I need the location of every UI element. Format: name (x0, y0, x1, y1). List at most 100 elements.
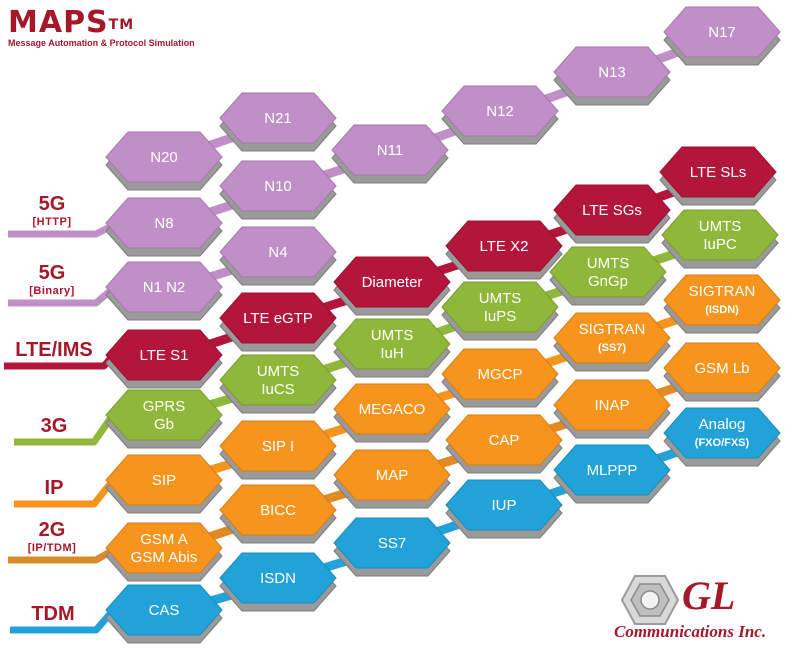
hexagon-label: Diameter (362, 274, 423, 291)
hexagon-label: N8 (154, 215, 173, 232)
hexagon-face (105, 584, 223, 636)
hexagon-label: GnGp (588, 273, 628, 290)
protocol-hexagon-n17[interactable]: N17 (663, 6, 781, 66)
protocol-hexagon-diameter[interactable]: Diameter (333, 256, 451, 316)
protocol-hexagon-n21[interactable]: N21 (219, 92, 337, 152)
brand-header: MAPSTM Message Automation & Protocol Sim… (8, 6, 195, 49)
row-label-text: TDM (31, 603, 75, 625)
protocol-hexagon-gsm-lb[interactable]: GSM Lb (663, 342, 781, 402)
hexagon-face (441, 85, 559, 137)
protocol-hexagon-lte-sls[interactable]: LTE SLs (659, 146, 777, 206)
protocol-hexagon-sigtran-isdn[interactable]: SIGTRAN (ISDN) (663, 274, 781, 334)
hexagon-label: IuCS (261, 381, 294, 398)
hexagon-label: UMTS (587, 255, 630, 272)
protocol-hexagon-mlppp[interactable]: MLPPP (553, 444, 671, 504)
protocol-hexagon-ss7[interactable]: SS7 (333, 517, 451, 577)
protocol-hexagon-analog[interactable]: Analog (FXO/FXS) (663, 407, 781, 467)
hexagon-label: LTE eGTP (243, 310, 313, 327)
row-sublabel-text: [Binary] (29, 285, 75, 297)
protocol-hexagon-iup[interactable]: IUP (445, 479, 563, 539)
protocol-hexagon-n10[interactable]: N10 (219, 160, 337, 220)
hexagon-face (105, 522, 223, 574)
hexagon-face (553, 46, 671, 98)
hexagon-label: N20 (150, 149, 178, 166)
protocol-hexagon-lte-x2[interactable]: LTE X2 (445, 220, 563, 280)
hexagon-label: Analog (699, 416, 746, 433)
hexagon-face (441, 281, 559, 333)
protocol-hexagon-cap[interactable]: CAP (445, 414, 563, 474)
hexagon-face (219, 160, 337, 212)
hexagon-face (445, 220, 563, 272)
row-label-text: 5G (38, 262, 66, 284)
hexagon-label: GSM Abis (131, 549, 198, 566)
protocol-hexagon-lte-egtp[interactable]: LTE eGTP (219, 292, 337, 352)
hexagon-label: SIP (152, 472, 176, 489)
hexagon-face (219, 226, 337, 278)
protocol-hexagon-n8[interactable]: N8 (105, 197, 223, 257)
protocol-hexagon-n20[interactable]: N20 (105, 131, 223, 191)
hexagon-face (553, 444, 671, 496)
hexagon-nut-icon (620, 575, 680, 625)
protocol-hexagon-lte-sgs[interactable]: LTE SGs (553, 184, 671, 244)
hexagon-label: SIP I (262, 438, 294, 455)
hexagon-face (659, 146, 777, 198)
hexagon-face (105, 261, 223, 313)
row-lead-line (10, 611, 113, 634)
row-sublabel-text: [IP/TDM] (27, 542, 77, 554)
hexagon-label: LTE S1 (140, 347, 189, 364)
logo-company-name: Communications Inc. (614, 622, 767, 641)
protocol-hexagon-sip-i[interactable]: SIP I (219, 420, 337, 480)
row-label-ip: IP (14, 478, 94, 498)
hexagon-face (661, 209, 779, 261)
hexagon-face (219, 354, 337, 406)
protocol-hexagon-sip[interactable]: SIP (105, 454, 223, 514)
protocol-hexagon-cas[interactable]: CAS (105, 584, 223, 644)
protocol-hexagon-lte-s1[interactable]: LTE S1 (105, 329, 223, 389)
row-label-5g-http: 5G [HTTP] (8, 194, 96, 228)
hexagon-label: SS7 (378, 535, 406, 552)
row-label-tdm: TDM (10, 604, 96, 624)
protocol-hexagon-n1n2[interactable]: N1 N2 (105, 261, 223, 321)
hexagon-face (105, 329, 223, 381)
protocol-hexagon-map[interactable]: MAP (333, 449, 451, 509)
hexagon-face (663, 274, 781, 326)
hexagon-label: N21 (264, 110, 292, 127)
hexagon-face (333, 256, 451, 308)
hexagon-label: BICC (260, 502, 296, 519)
hexagon-face (663, 342, 781, 394)
protocol-hexagon-n12[interactable]: N12 (441, 85, 559, 145)
hexagon-label: ISDN (260, 570, 296, 587)
protocol-hexagon-inap[interactable]: INAP (553, 379, 671, 439)
hexagon-label: (SS7) (598, 342, 626, 354)
hexagon-label: UMTS (479, 290, 522, 307)
hexagon-face (105, 197, 223, 249)
protocol-hexagon-bicc[interactable]: BICC (219, 484, 337, 544)
hexagon-face (105, 389, 223, 441)
protocol-hexagon-n13[interactable]: N13 (553, 46, 671, 106)
protocol-hexagon-n4[interactable]: N4 (219, 226, 337, 286)
protocol-hexagon-sigtran-ss7[interactable]: SIGTRAN (SS7) (553, 312, 671, 372)
protocol-hexagon-isdn[interactable]: ISDN (219, 552, 337, 612)
hexagon-face (663, 407, 781, 459)
row-label-2g: 2G [IP/TDM] (8, 520, 96, 554)
row-sublabel-text: [HTTP] (32, 216, 72, 228)
protocol-hexagon-n11[interactable]: N11 (331, 124, 449, 184)
hexagon-label: N11 (377, 142, 403, 159)
hexagon-label: SIGTRAN (689, 283, 756, 300)
hexagon-face (331, 124, 449, 176)
protocol-hexagon-mgcp[interactable]: MGCP (441, 348, 559, 408)
hexagon-label: CAP (489, 432, 520, 449)
protocol-hexagon-megaco[interactable]: MEGACO (333, 383, 451, 443)
row-label-text: IP (44, 477, 64, 499)
hexagon-face (553, 312, 671, 364)
hexagon-face (553, 379, 671, 431)
hexagon-label: LTE SLs (690, 164, 746, 181)
